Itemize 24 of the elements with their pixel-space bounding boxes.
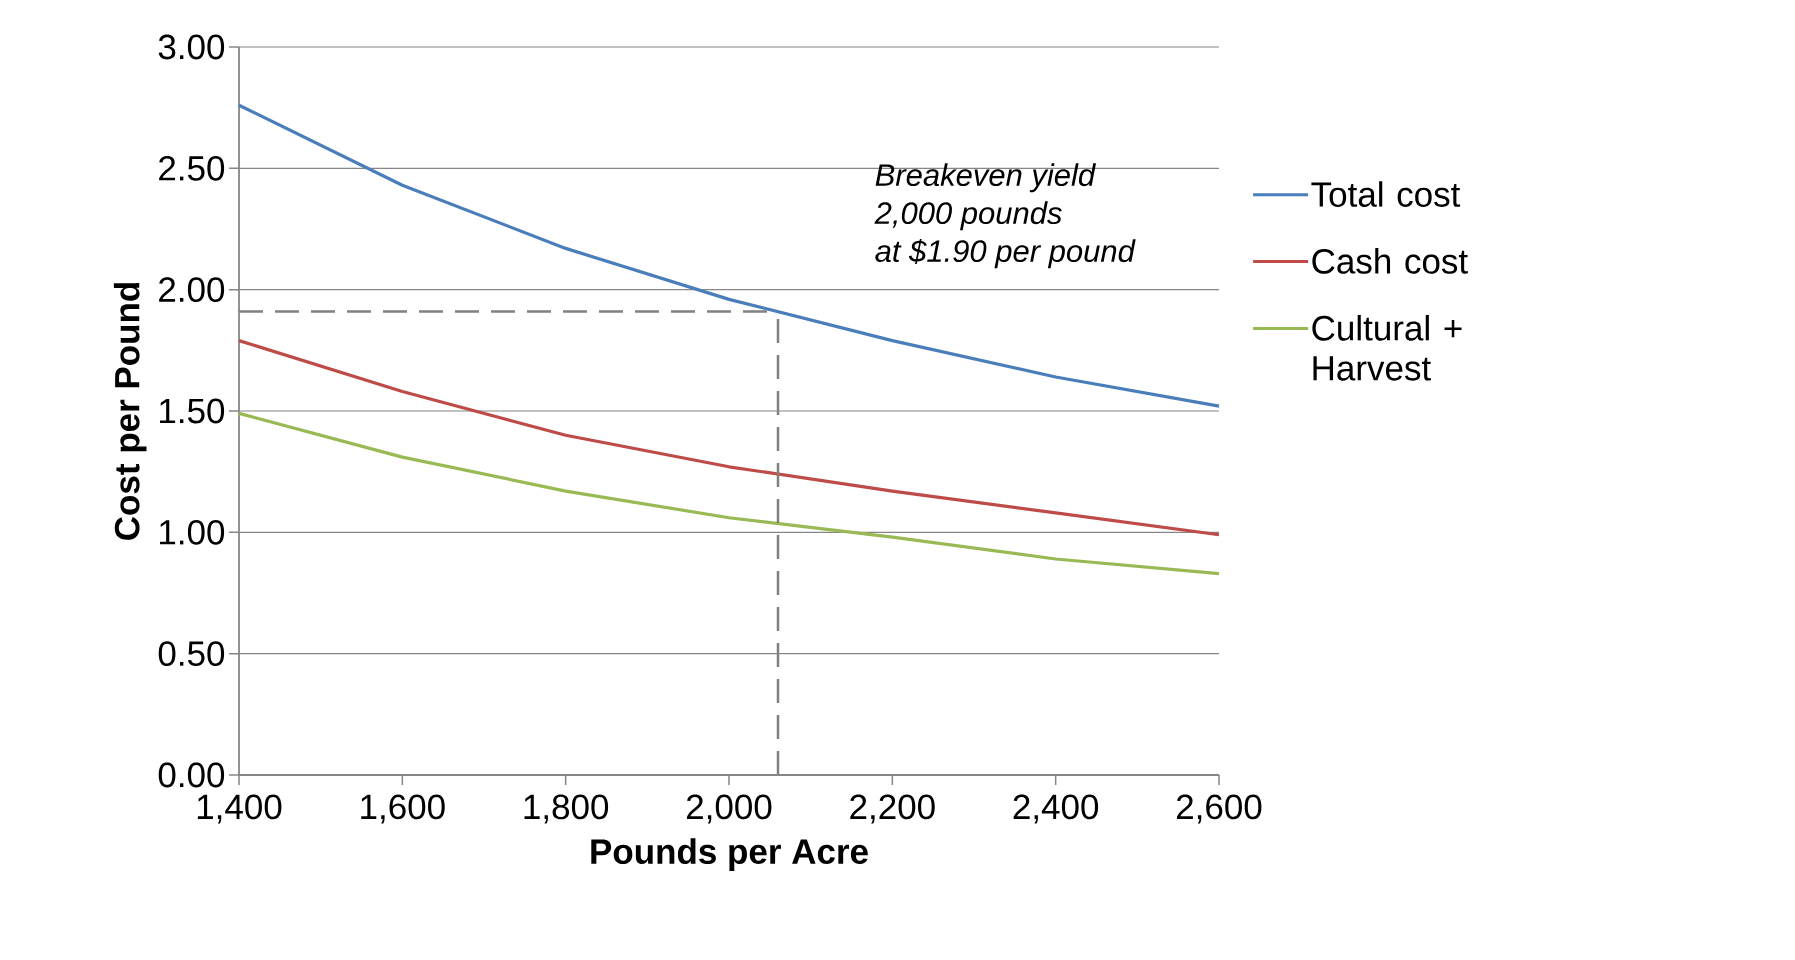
y-tick-label: 3.00 [158, 34, 225, 60]
y-axis-title: Cost per Pound [113, 283, 147, 540]
x-tick-label: 2,400 [1013, 794, 1099, 824]
x-axis-title: Pounds per Acre [591, 838, 868, 871]
x-tick-label: 2,200 [850, 794, 935, 824]
y-tick-label: 2.00 [159, 277, 225, 303]
y-tick-label: 0.50 [158, 641, 225, 667]
y-tick-label: 0.00 [158, 762, 225, 788]
y-tick-label: 1.50 [160, 398, 225, 424]
y-tick-label: 1.00 [160, 519, 225, 545]
x-tick-label: 2,600 [1176, 794, 1262, 824]
x-tick-label: 1,800 [524, 794, 609, 824]
annotation: at $1.90 per pound [875, 238, 1136, 269]
x-tick-label: 1,400 [197, 794, 282, 824]
legend-label: Cultural + Harvest [1312, 314, 1462, 381]
legend-label: Cash cost [1312, 248, 1468, 274]
annotation: Breakeven yield [875, 163, 1096, 193]
line-series [237, 411, 1221, 576]
y-tick-label: 2.50 [159, 155, 225, 181]
legend-label: Total cost [1311, 181, 1461, 207]
x-tick-label: 1,600 [361, 794, 445, 824]
line-series [237, 339, 1221, 537]
x-tick-label: 2,000 [686, 794, 772, 824]
annotation: 2,000 pounds [874, 201, 1062, 231]
